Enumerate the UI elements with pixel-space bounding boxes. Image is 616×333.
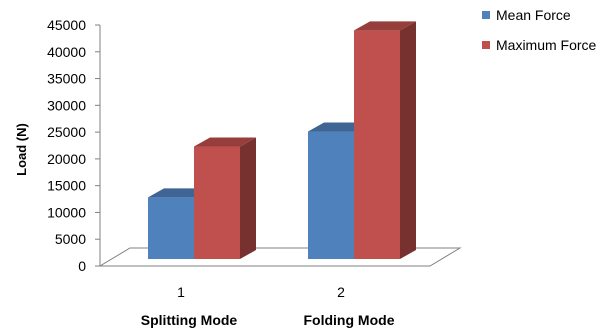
y-tick-label: 35000 xyxy=(47,71,86,87)
y-tick-label: 15000 xyxy=(47,178,86,194)
bar-max-front xyxy=(194,146,240,259)
y-tick-label: 10000 xyxy=(47,204,86,220)
bar-max-side xyxy=(400,21,416,259)
bar-max-top xyxy=(194,137,256,147)
y-tick-label: 5000 xyxy=(55,231,86,247)
y-tick-label: 0 xyxy=(78,258,86,274)
bar-mean-front xyxy=(308,131,354,259)
x-group-label: Folding Mode xyxy=(304,312,395,328)
x-group-label: Splitting Mode xyxy=(141,312,238,328)
legend-swatch xyxy=(482,11,490,19)
bar-max-side xyxy=(240,137,256,259)
y-axis-title: Load (N) xyxy=(14,123,29,176)
legend-swatch xyxy=(482,41,490,49)
y-tick-label: 20000 xyxy=(47,151,86,167)
y-tick-label: 45000 xyxy=(47,17,86,33)
bar-max-front xyxy=(354,30,400,259)
x-category-label: 1 xyxy=(177,284,185,300)
y-tick-label: 40000 xyxy=(47,44,86,60)
legend-label: Maximum Force xyxy=(496,37,597,53)
legend-label: Mean Force xyxy=(496,7,571,23)
bar-mean-front xyxy=(148,197,194,259)
y-tick-label: 25000 xyxy=(47,124,86,140)
y-tick-label: 30000 xyxy=(47,97,86,113)
bar-max-top xyxy=(354,21,416,31)
x-category-label: 2 xyxy=(337,284,345,300)
